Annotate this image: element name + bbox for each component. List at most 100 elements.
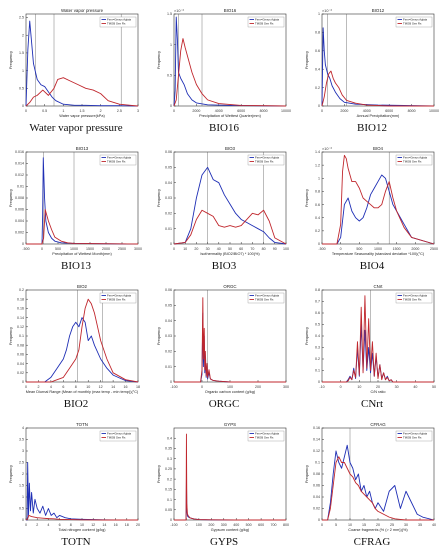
x-axis-label: Precipitation of Wettest Quarter(mm) xyxy=(199,114,261,118)
y-tick-label: 0.1 xyxy=(167,498,172,502)
x-tick-label: 8 xyxy=(70,523,72,527)
x-tick-label: 8000 xyxy=(260,109,268,113)
y-tick-label: 0.2 xyxy=(315,357,320,361)
x-tick-label: 2 xyxy=(37,385,39,389)
chart-svg-bio2: 0 2 4 6 8 10 12 14 16 18 0 0.02 0.04 0.06 0.08 0.1 0.12 0… xyxy=(9,284,140,394)
y-axis-label: Frequency xyxy=(305,51,309,69)
chart-panel-bio4: -500 0 500 1000 1500 2000 2500 0 0.2 0.4 0.6 0.8 1 1.… xyxy=(300,140,445,276)
legend-box xyxy=(247,16,285,28)
x-axis-label: Water vapor pressure(kPa) xyxy=(59,114,105,118)
y-axis-label: Frequency xyxy=(157,189,161,207)
legend-box xyxy=(99,292,137,304)
y-tick-label: 0.05 xyxy=(165,304,172,308)
x-tick-label: 18 xyxy=(136,385,140,389)
y-axis-label: Frequency xyxy=(157,465,161,483)
chart-svg-gyps: -100 0 100 200 300 400 500 600 700 80000.050.10.1… xyxy=(157,422,289,532)
x-tick-label: 0 xyxy=(25,523,27,527)
x-tick-label: 40 xyxy=(217,247,221,251)
y-tick-label: 2 xyxy=(22,33,24,37)
y-tick-label: 0.16 xyxy=(313,426,320,430)
y-tick-label: 0.16 xyxy=(17,307,24,311)
x-tick-label: 2000 xyxy=(102,247,110,251)
series-line-0 xyxy=(321,27,435,107)
x-tick-label: 10 xyxy=(86,385,90,389)
y-tick-label: 0.2 xyxy=(315,86,320,90)
x-tick-label: 40 xyxy=(413,385,417,389)
legend-box xyxy=(395,154,433,166)
x-tick-label: 300 xyxy=(283,385,289,389)
y-tick-label: 0.35 xyxy=(165,447,172,451)
y-tick-label: 0.03 xyxy=(165,334,172,338)
y-tick-label: 0.03 xyxy=(165,196,172,200)
x-tick-label: 35 xyxy=(418,523,422,527)
x-tick-label: 10 xyxy=(183,247,187,251)
series-line-0 xyxy=(173,16,287,107)
panel-caption: CNrt xyxy=(361,398,383,410)
x-tick-label: 20 xyxy=(376,523,380,527)
y-tick-label: 1 xyxy=(170,43,172,47)
y-exponent: ×10⁻³ xyxy=(322,147,332,151)
y-tick-label: 0.3 xyxy=(167,457,172,461)
x-axis-label: Isothermality (BIO2/BIO7) * 100(%) xyxy=(200,252,260,256)
y-tick-label: 0 xyxy=(318,380,320,384)
legend-label: TMOB Gen Rs xyxy=(107,160,126,164)
y-tick-label: 0 xyxy=(170,242,172,246)
y-tick-label: 0 xyxy=(170,518,172,522)
x-tick-label: 3 xyxy=(137,109,139,113)
x-tick-label: 1500 xyxy=(393,247,401,251)
x-tick-label: 20 xyxy=(376,385,380,389)
x-tick-label: 0 xyxy=(321,523,323,527)
x-tick-label: 200 xyxy=(255,385,261,389)
y-tick-label: 0.2 xyxy=(19,288,24,292)
x-tick-label: 16 xyxy=(114,523,118,527)
y-tick-label: 0.6 xyxy=(315,311,320,315)
x-tick-label: 70 xyxy=(250,247,254,251)
x-tick-label: 0 xyxy=(321,109,323,113)
y-tick-label: 2 xyxy=(22,472,24,476)
legend-box xyxy=(247,292,285,304)
chart-panel-totn: 0 2 4 6 8 10 12 14 16 18 20 0 0.5 1 1.5 2 2.5 3 3.5 4 TOTN To… xyxy=(4,416,149,552)
x-tick-label: 10 xyxy=(357,385,361,389)
y-tick-label: 0.02 xyxy=(313,507,320,511)
y-tick-label: 0.5 xyxy=(315,323,320,327)
legend-label: Fern=Genus Aglaia xyxy=(107,18,131,22)
y-tick-label: 0.2 xyxy=(167,477,172,481)
y-axis-label: Frequency xyxy=(305,327,309,345)
y-tick-label: 0.02 xyxy=(17,371,24,375)
legend-label: TMOB Gen Rs xyxy=(107,298,126,302)
series-line-1 xyxy=(322,295,434,383)
plot-frame xyxy=(173,13,287,107)
y-tick-label: 0.8 xyxy=(315,288,320,292)
chart-panel-gyps: -100 0 100 200 300 400 500 600 700 800 0 0.05 0.1 0.1… xyxy=(152,416,297,552)
panel-caption: BIO2 xyxy=(63,398,89,410)
legend-label: Fern=Genus Aglaia xyxy=(403,294,427,298)
series-line-1 xyxy=(25,514,138,521)
y-tick-label: 0 xyxy=(318,518,320,522)
x-tick-label: 6 xyxy=(59,523,61,527)
chart-panel-cnrt: -10 0 10 20 30 40 50 0 0.1 0.2 0.3 0.4 0.5 0.6 0.7 0.8 C… xyxy=(300,278,445,414)
y-tick-label: 3 xyxy=(22,449,24,453)
chart-panel-orgc: -100 0 100 200 300 0 0.01 0.02 0.03 0.04 0.05 0.06 O… xyxy=(152,278,297,414)
panel-caption: BIO4 xyxy=(359,260,385,272)
y-tick-label: 0.1 xyxy=(315,461,320,465)
x-tick-label: 6000 xyxy=(385,109,393,113)
y-tick-label: 0 xyxy=(22,242,24,246)
series-line-1 xyxy=(26,209,139,245)
x-tick-label: 700 xyxy=(271,523,277,527)
x-tick-label: -10 xyxy=(319,385,324,389)
panel-caption: CFRAG xyxy=(353,536,391,548)
chart-title: ORGC xyxy=(223,284,236,289)
legend-label: TMOB Gen Rs xyxy=(403,160,422,164)
chart-svg-bio16: 0 2000 4000 6000 8000 10000 0 0.5 1 1.5×10⁻³ BIO16… xyxy=(157,8,291,118)
y-tick-label: 0.4 xyxy=(315,334,320,338)
y-tick-label: 1.5 xyxy=(19,51,24,55)
y-tick-label: 0.5 xyxy=(19,507,24,511)
x-tick-label: 0 xyxy=(185,523,187,527)
x-axis-label: Mean Diurnal Range (Mean of monthly (max… xyxy=(26,390,139,394)
series-line-1 xyxy=(322,154,435,245)
legend-box xyxy=(99,154,137,166)
x-tick-label: 14 xyxy=(102,523,106,527)
x-tick-label: 0 xyxy=(340,385,342,389)
y-tick-label: 0.2 xyxy=(315,229,320,233)
